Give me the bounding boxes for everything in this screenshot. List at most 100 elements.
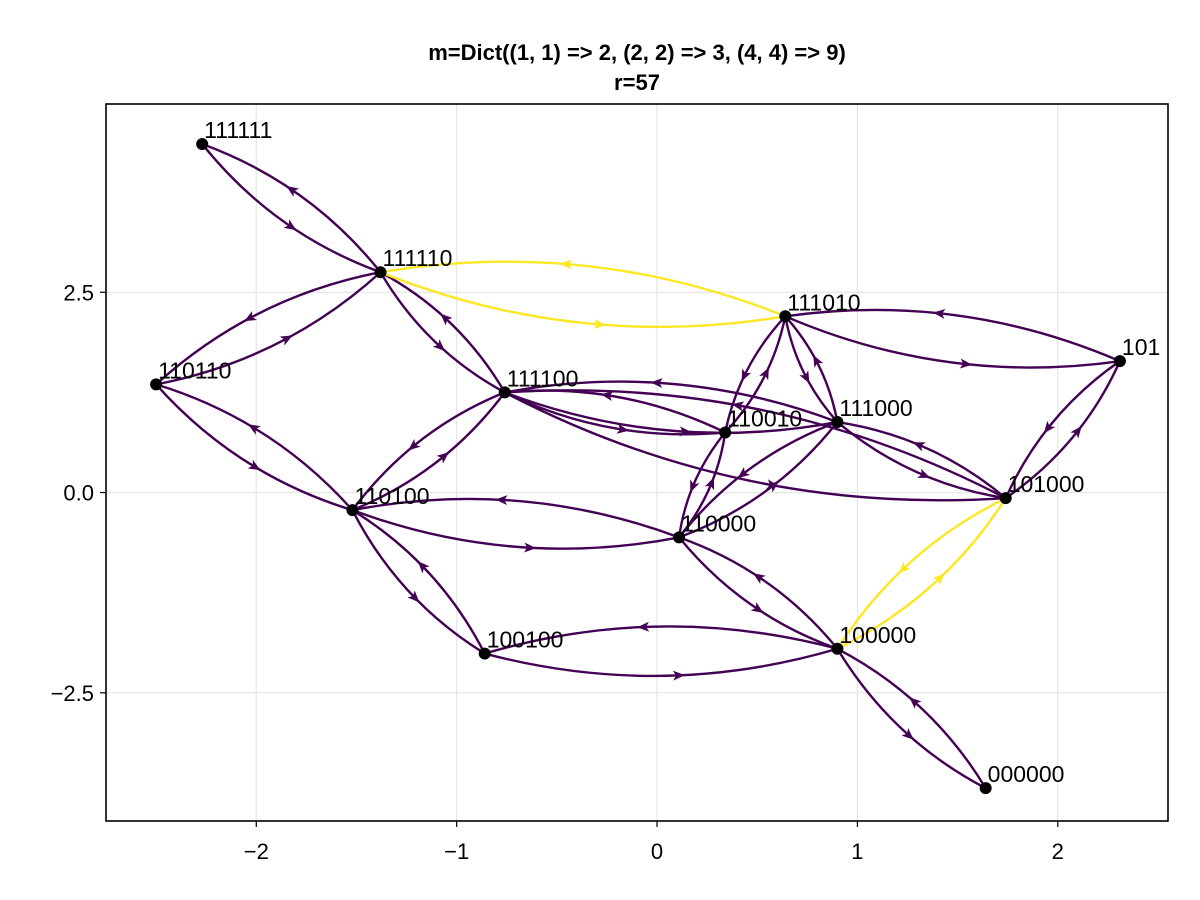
node-label: 110110 xyxy=(158,357,231,383)
x-tick-label: 2 xyxy=(1052,839,1064,864)
edge-arc xyxy=(351,391,506,511)
y-tick-label: 2.5 xyxy=(63,280,94,305)
edge-arc xyxy=(836,497,1007,650)
edge-arrowhead xyxy=(731,401,745,412)
edge-arc xyxy=(352,497,680,539)
edge-arc xyxy=(155,271,381,386)
edge-arc xyxy=(784,315,839,423)
node-label: 101 xyxy=(1122,334,1160,360)
edge-arc xyxy=(836,648,987,790)
edge-arc xyxy=(484,625,838,655)
edge-arc xyxy=(484,647,838,678)
edge-arrowhead xyxy=(279,335,293,346)
edge-arrowhead xyxy=(672,670,686,681)
edge-arrowhead xyxy=(432,339,445,351)
x-tick-label: 0 xyxy=(651,839,663,864)
node-label: 100100 xyxy=(487,627,564,653)
node-label: 101000 xyxy=(1008,471,1085,497)
edge-arrowhead xyxy=(408,438,421,451)
edge-arrowhead xyxy=(759,367,769,381)
node-label: 111100 xyxy=(507,365,579,391)
edge-arrowhead xyxy=(917,468,931,478)
edge-arc xyxy=(678,420,838,539)
node-label: 000000 xyxy=(988,761,1065,787)
edge-arrowhead xyxy=(637,621,650,632)
node-label: 110000 xyxy=(681,510,756,536)
edge-arrowhead xyxy=(704,477,715,491)
chart-title: m=Dict((1, 1) => 2, (2, 2) => 3, (4, 4) … xyxy=(428,40,846,65)
axis-ticks: −2 −1 0 1 2 −2.5 0.0 2.5 xyxy=(51,280,1064,864)
edge-arrowhead xyxy=(737,466,751,479)
edge-arrowhead xyxy=(679,426,692,437)
x-tick-label: −1 xyxy=(444,839,469,864)
x-tick-label: −2 xyxy=(244,839,269,864)
edge-arrowhead xyxy=(407,590,420,603)
node-marker xyxy=(831,416,844,429)
edge-arc xyxy=(504,391,838,435)
edge-arc xyxy=(504,380,838,424)
x-tick-label: 1 xyxy=(851,839,863,864)
edge-arrowhead xyxy=(286,186,300,197)
edge-arrowhead xyxy=(247,459,261,471)
edge-arc xyxy=(678,536,839,650)
node-label: 110100 xyxy=(354,483,429,509)
edge-arc xyxy=(784,316,839,423)
edge-arc xyxy=(380,260,786,318)
edges xyxy=(155,142,1122,790)
grid xyxy=(106,104,1168,821)
node-marker xyxy=(673,531,686,544)
node-marker xyxy=(831,642,844,655)
edge-arrowhead xyxy=(750,602,764,613)
edge-arc xyxy=(352,391,506,512)
edge-arc xyxy=(504,391,726,436)
node-marker xyxy=(150,378,163,391)
node-marker xyxy=(374,266,387,279)
edge-arrowhead xyxy=(417,561,430,574)
edge-arc xyxy=(380,271,786,329)
edge-arc xyxy=(837,420,1007,500)
edge-arc xyxy=(678,536,838,650)
edge-arrowhead xyxy=(616,423,630,434)
edge-arc xyxy=(155,383,353,512)
node-marker xyxy=(719,426,732,439)
edge-arrowhead xyxy=(593,319,607,330)
node-marker xyxy=(779,310,792,323)
node-marker xyxy=(999,492,1012,505)
edge-arrowhead xyxy=(813,354,824,368)
edge-arrowhead xyxy=(799,370,810,384)
edge-arc xyxy=(351,509,486,655)
edge-arc xyxy=(724,316,787,434)
node-marker xyxy=(498,386,511,399)
edge-arrowhead xyxy=(741,368,752,382)
edge-arrowhead xyxy=(436,452,450,464)
plot-area: 111111 111110 110110 111100 110100 100100 1110… xyxy=(150,117,1160,795)
node-label: 111111 xyxy=(204,117,272,143)
edge-arrowhead xyxy=(244,311,257,322)
edge-arc xyxy=(678,421,839,539)
node-marker xyxy=(478,647,491,660)
edge-arrowhead xyxy=(901,727,914,740)
node-label: 111010 xyxy=(787,289,860,315)
edge-arc xyxy=(352,509,680,550)
y-tick-label: 0.0 xyxy=(63,481,94,506)
node-marker xyxy=(979,782,992,795)
edge-arrowhead xyxy=(912,442,926,452)
node-label: 111110 xyxy=(383,245,453,271)
edge-arrowhead xyxy=(932,573,945,586)
edge-arrowhead xyxy=(909,697,922,709)
edge-arc xyxy=(155,383,354,511)
edge-arrowhead xyxy=(959,358,973,369)
edge-arc xyxy=(504,389,1007,500)
node-marker xyxy=(346,504,359,517)
edge-arrowhead xyxy=(1070,426,1082,439)
edge-arc xyxy=(723,315,787,433)
edge-arc xyxy=(1005,360,1122,500)
edge-arrowhead xyxy=(440,313,453,326)
edge-arrowhead xyxy=(753,573,766,585)
edge-arrowhead xyxy=(495,495,508,506)
node-labels: 111111 111110 110110 111100 110100 100100 1110… xyxy=(158,117,1160,787)
edge-arrowhead xyxy=(690,479,700,493)
edge-arc xyxy=(201,143,381,274)
